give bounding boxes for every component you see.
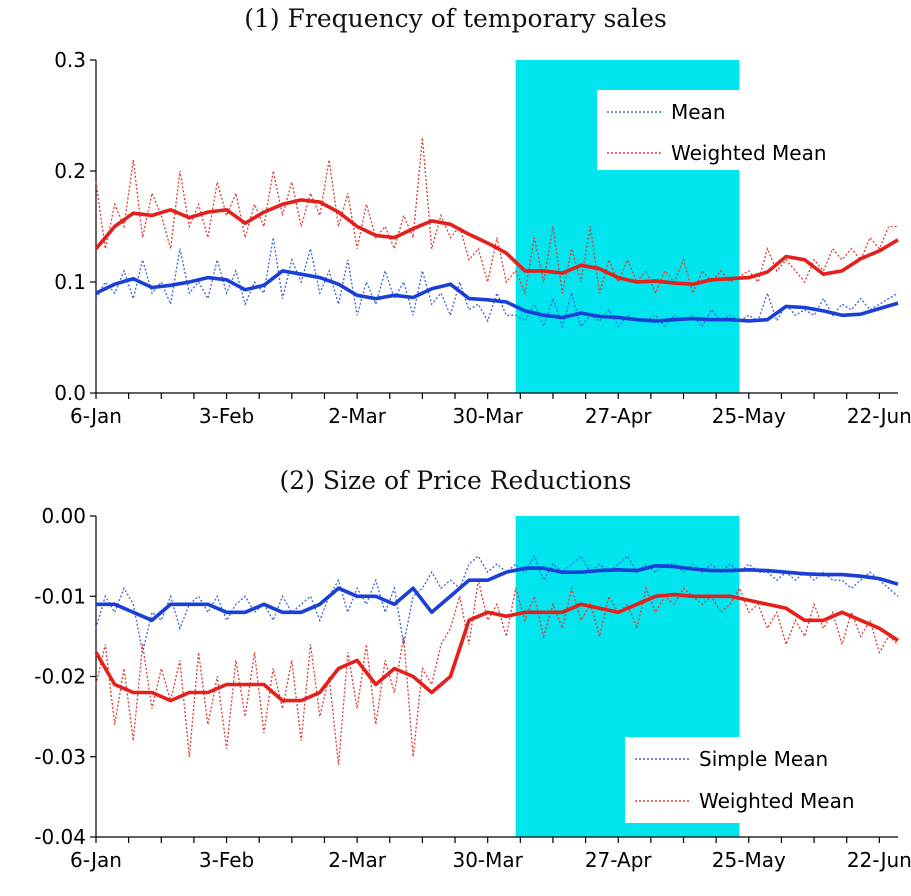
x-tick-label: 30-Mar [452, 848, 523, 872]
x-tick-label: 27-Apr [585, 848, 653, 872]
x-tick-label: 6-Jan [70, 848, 122, 872]
y-tick-label: -0.03 [34, 745, 86, 769]
series-line-0 [95, 237, 899, 329]
series-line-3 [94, 198, 899, 286]
series-line-1 [95, 137, 898, 296]
series-line-2 [96, 563, 899, 623]
y-tick-label: 0.3 [54, 48, 86, 72]
y-tick-label: 0.0 [54, 381, 86, 405]
legend-box [625, 737, 895, 823]
series-line-1 [95, 580, 899, 765]
y-tick-label: -0.01 [34, 584, 86, 608]
x-tick-label: 2-Mar [328, 848, 386, 872]
y-tick-label: -0.04 [34, 825, 86, 849]
legend-box [597, 90, 855, 170]
y-tick-label: 0.1 [54, 270, 86, 294]
x-tick-label: 6-Jan [70, 404, 122, 428]
x-tick-label: 27-Apr [585, 404, 653, 428]
x-tick-label: 25-May [712, 404, 786, 428]
chart2-plot: 0.00 -0.01 -0.02 -0.03 -0.046-Jan 3-Feb 2-Mar 3… [34, 504, 911, 872]
legend-label: Simple Mean [699, 747, 828, 771]
x-tick-label: 22-Jun [847, 404, 911, 428]
y-tick-label: 0.00 [41, 504, 86, 528]
x-tick-label: 25-May [712, 848, 786, 872]
series-line-3 [94, 592, 899, 703]
y-tick-label: 0.2 [54, 159, 86, 183]
x-tick-label: 3-Feb [199, 404, 254, 428]
x-tick-label: 22-Jun [847, 848, 911, 872]
x-tick-label: 2-Mar [328, 404, 386, 428]
legend-label: Mean [671, 100, 726, 124]
chart2-title: (2) Size of Price Reductions [279, 466, 632, 495]
x-tick-label: 30-Mar [452, 404, 523, 428]
chart1-plot: 0.0 0.1 0.2 0.3 6-Jan 3-Feb 2-Mar 30-Mar 27-Apr 2… [54, 48, 911, 428]
y-tick-label: -0.02 [34, 665, 86, 689]
legend-label: Weighted Mean [671, 141, 827, 165]
x-tick-label: 3-Feb [199, 848, 254, 872]
series-line-2 [95, 269, 899, 323]
chart1-title: (1) Frequency of temporary sales [244, 4, 667, 33]
legend-label: Weighted Mean [699, 789, 855, 813]
